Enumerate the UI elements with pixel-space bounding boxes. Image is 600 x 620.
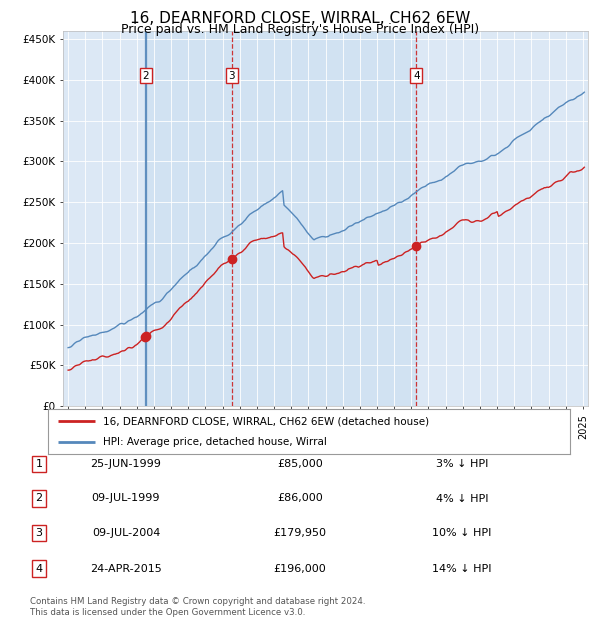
Text: 09-JUL-1999: 09-JUL-1999 [92,494,160,503]
Text: 3: 3 [35,528,43,538]
Text: 16, DEARNFORD CLOSE, WIRRAL, CH62 6EW (detached house): 16, DEARNFORD CLOSE, WIRRAL, CH62 6EW (d… [103,416,429,427]
Text: 3: 3 [229,71,235,81]
Text: 25-JUN-1999: 25-JUN-1999 [91,459,161,469]
Text: 4% ↓ HPI: 4% ↓ HPI [436,494,488,503]
Text: 2: 2 [35,494,43,503]
Text: 1: 1 [35,459,43,469]
Text: 16, DEARNFORD CLOSE, WIRRAL, CH62 6EW: 16, DEARNFORD CLOSE, WIRRAL, CH62 6EW [130,11,470,25]
Text: 4: 4 [413,71,419,81]
Text: 09-JUL-2004: 09-JUL-2004 [92,528,160,538]
Text: 10% ↓ HPI: 10% ↓ HPI [433,528,491,538]
Bar [146,31,416,406]
Text: 14% ↓ HPI: 14% ↓ HPI [432,564,492,574]
Text: HPI: Average price, detached house, Wirral: HPI: Average price, detached house, Wirr… [103,436,326,447]
Text: Contains HM Land Registry data © Crown copyright and database right 2024.
This d: Contains HM Land Registry data © Crown c… [30,598,365,617]
Text: 2: 2 [143,71,149,81]
Text: £196,000: £196,000 [274,564,326,574]
Text: £179,950: £179,950 [274,528,326,538]
Text: 24-APR-2015: 24-APR-2015 [90,564,162,574]
Text: £86,000: £86,000 [277,494,323,503]
Text: Price paid vs. HM Land Registry's House Price Index (HPI): Price paid vs. HM Land Registry's House … [121,23,479,36]
Text: 4: 4 [35,564,43,574]
Text: 3% ↓ HPI: 3% ↓ HPI [436,459,488,469]
Text: £85,000: £85,000 [277,459,323,469]
